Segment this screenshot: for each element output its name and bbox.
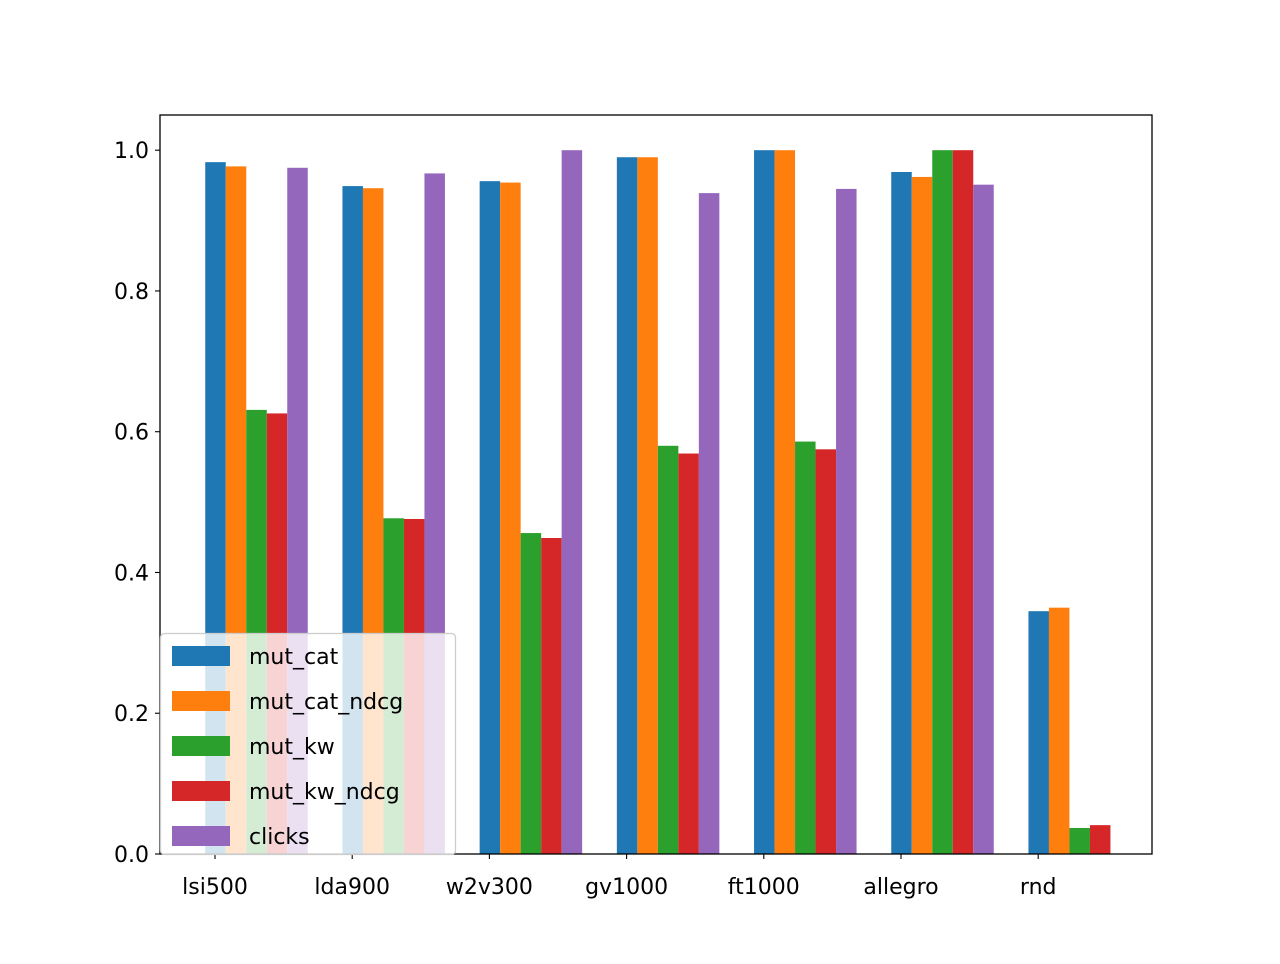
x-tick-label-lda900: lda900 <box>314 875 390 900</box>
bar-clicks-w2v300 <box>561 150 583 854</box>
bar-mut_cat-w2v300 <box>479 181 501 854</box>
x-tick-label-lsi500: lsi500 <box>182 875 248 900</box>
legend-swatch-clicks <box>172 826 230 846</box>
y-tick-label: 0.4 <box>114 561 149 586</box>
y-tick-label: 0.8 <box>114 280 149 305</box>
legend-label-mut_kw_ndcg: mut_kw_ndcg <box>249 780 400 805</box>
bar-mut_cat_ndcg-allegro <box>911 176 933 854</box>
x-tick-label-gv1000: gv1000 <box>585 875 668 900</box>
bar-mut_cat-rnd <box>1028 611 1049 854</box>
x-tick-label-allegro: allegro <box>863 875 938 900</box>
bar-mut_cat-gv1000 <box>616 157 638 855</box>
legend-label-mut_cat_ndcg: mut_cat_ndcg <box>249 690 403 715</box>
bar-clicks-gv1000 <box>698 193 720 854</box>
legend: mut_cat mut_cat_ndcg mut_kw mut_kw_ndcgclic… <box>159 632 457 856</box>
bar-mut_cat_ndcg-gv1000 <box>637 157 658 855</box>
x-tick-label-w2v300: w2v300 <box>446 875 533 900</box>
x-tick-label-ft1000: ft1000 <box>728 875 800 900</box>
bar-mut_kw-allegro <box>932 150 953 854</box>
bar-mut_cat-ft1000 <box>754 150 775 854</box>
bar-mut_kw_ndcg-rnd <box>1089 825 1111 854</box>
y-tick-label: 0.0 <box>114 843 149 868</box>
bar-mut_kw_ndcg-gv1000 <box>678 453 699 854</box>
bar-mut_cat_ndcg-rnd <box>1048 607 1070 854</box>
legend-swatch-mut_cat <box>172 646 230 666</box>
bar-mut_kw-gv1000 <box>657 445 679 854</box>
bar-mut_kw-w2v300 <box>520 533 542 854</box>
y-tick-label: 0.6 <box>114 421 149 446</box>
legend-swatch-mut_kw_ndcg <box>172 781 230 801</box>
bar-clicks-allegro <box>973 184 994 854</box>
bar-mut_kw-ft1000 <box>795 441 816 854</box>
legend-box <box>159 632 457 856</box>
y-tick-label: 0.2 <box>114 702 149 727</box>
bar-mut_cat_ndcg-w2v300 <box>500 182 521 854</box>
bar-clicks-ft1000 <box>836 188 857 854</box>
legend-swatch-mut_kw <box>172 736 230 756</box>
bar-mut_cat-allegro <box>891 172 912 854</box>
axes-layer: 0.0 0.2 0.4 0.6 0.8 1.0 lsi500 lda900 w2v300 gv10… <box>114 114 1153 900</box>
y-tick-label: 1.0 <box>114 139 149 164</box>
legend-label-mut_kw: mut_kw <box>249 735 335 760</box>
legend-label-mut_cat: mut_cat <box>249 645 339 670</box>
x-tick-label-rnd: rnd <box>1020 875 1057 900</box>
bar-mut_cat_ndcg-ft1000 <box>774 150 796 854</box>
bar-mut_kw-rnd <box>1069 827 1090 854</box>
bar-mut_kw_ndcg-ft1000 <box>815 449 837 854</box>
bar-mut_kw_ndcg-w2v300 <box>541 537 562 854</box>
legend-label-clicks: clicks <box>249 825 310 850</box>
legend-swatch-mut_cat_ndcg <box>172 691 230 711</box>
bar-mut_kw_ndcg-allegro <box>952 150 974 854</box>
axes-frame <box>159 114 1153 855</box>
